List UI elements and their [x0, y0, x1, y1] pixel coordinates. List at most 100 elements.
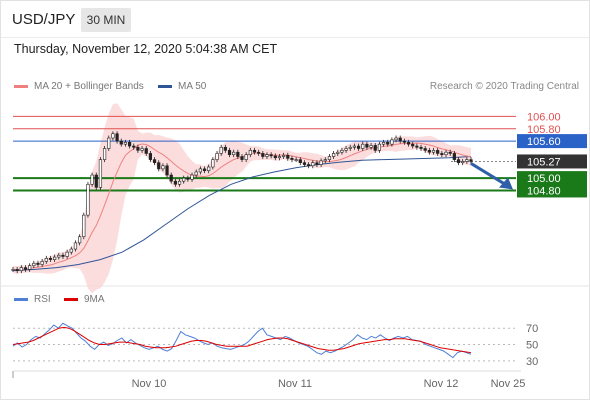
price-candle: [394, 135, 398, 143]
price-candle-body: [327, 156, 332, 160]
level-label-105.60: 105.60: [527, 136, 561, 148]
price-candle: [373, 142, 377, 153]
legend-ma20: MA 20 + Bollinger Bands: [14, 81, 144, 92]
price-candle: [194, 169, 198, 178]
price-candle-body: [277, 156, 282, 159]
price-candle: [390, 137, 394, 147]
price-candle: [311, 160, 315, 169]
price-candle: [456, 157, 461, 166]
price-candle: [136, 144, 140, 153]
price-candle-body: [94, 174, 98, 188]
price-candle: [182, 175, 186, 184]
price-candle: [90, 172, 94, 187]
rsi-tick-30: 30: [526, 356, 538, 368]
price-candle: [386, 139, 390, 147]
price-candle: [11, 266, 15, 272]
price-candle: [244, 152, 248, 163]
price-candle-body: [78, 236, 82, 244]
price-candle: [157, 160, 161, 172]
price-candle: [132, 143, 136, 150]
price-candle-body: [40, 261, 44, 265]
price-candle-body: [369, 145, 373, 148]
price-candle-body: [298, 159, 302, 163]
price-candle: [78, 234, 82, 246]
price-candle-body: [19, 267, 23, 271]
price-candle: [402, 138, 406, 145]
level-tag-104.80: [517, 183, 587, 198]
price-candle: [61, 252, 65, 259]
price-candle-body: [123, 142, 128, 145]
price-candle-body: [169, 174, 173, 182]
price-candle-body: [215, 153, 219, 160]
legend-ma20-label: MA 20 + Bollinger Bands: [34, 81, 144, 92]
rsi-ma-swatch-icon: [64, 298, 78, 301]
price-candle: [232, 149, 236, 158]
price-candle-body: [86, 183, 90, 216]
price-candle-body: [211, 159, 215, 168]
level-tag-105.60: [517, 134, 587, 149]
price-candle-body: [28, 265, 32, 270]
price-candle: [23, 265, 28, 272]
price-candle: [286, 152, 290, 161]
price-candle: [352, 143, 357, 150]
level-label-104.80: 104.80: [527, 185, 561, 197]
price-candle: [69, 246, 73, 255]
price-candle-body: [273, 155, 277, 159]
price-candle: [327, 154, 332, 163]
forecast-arrow-line: [470, 162, 508, 187]
price-candle-body: [236, 151, 240, 157]
price-candle-body: [252, 150, 257, 153]
price-candle-body: [161, 165, 165, 170]
price-candle-body: [381, 142, 386, 145]
price-candle: [356, 143, 361, 151]
price-candle-body: [182, 177, 186, 182]
x-tick-nov-25: Nov 25: [491, 378, 526, 390]
price-candle: [282, 152, 286, 159]
price-candle-body: [290, 158, 294, 160]
price-candle-body: [202, 168, 207, 172]
timeframe-button[interactable]: 30 MIN: [81, 8, 131, 32]
price-candle: [65, 249, 69, 259]
price-candle: [423, 146, 427, 153]
price-candle-body: [386, 142, 390, 145]
price-candle-body: [261, 153, 265, 157]
price-candle: [257, 149, 261, 156]
bollinger-band: [13, 103, 471, 294]
price-candle-body: [269, 154, 273, 157]
price-candle-body: [119, 140, 123, 145]
price-candle: [348, 144, 352, 151]
price-candle: [148, 150, 153, 163]
level-label-105.00: 105.00: [527, 173, 561, 185]
price-candle-body: [115, 133, 119, 142]
price-candle-body: [448, 151, 452, 154]
chart-datetime: Thursday, November 12, 2020 5:04:38 AM C…: [14, 42, 278, 56]
price-candle-body: [136, 146, 140, 151]
x-tick-nov-11: Nov 11: [278, 378, 312, 390]
price-candle-body: [152, 159, 157, 163]
price-candle-body: [356, 145, 361, 149]
price-candle: [340, 147, 344, 155]
price-candle-body: [32, 262, 36, 267]
price-candle-body: [48, 258, 53, 260]
price-candle-body: [444, 151, 448, 155]
price-candle: [19, 265, 23, 274]
price-candle: [198, 166, 202, 175]
price-candle: [152, 157, 157, 166]
rsi-tick-70: 70: [526, 323, 538, 335]
price-candle: [190, 172, 194, 182]
price-candle: [173, 178, 177, 187]
price-candle-body: [315, 162, 319, 165]
price-candle-body: [132, 145, 136, 148]
price-candle: [294, 157, 298, 163]
price-candle: [32, 260, 36, 269]
price-candle: [177, 178, 182, 187]
price-candle-body: [311, 162, 315, 167]
price-candle-body: [423, 148, 427, 151]
price-candle-body: [173, 180, 177, 185]
legend-rsi-label: RSI: [34, 294, 51, 305]
price-candle-body: [294, 159, 298, 161]
symbol-label: USD/JPY: [12, 11, 76, 28]
price-candle-body: [177, 180, 182, 185]
price-candle-body: [53, 256, 57, 260]
price-candle: [111, 131, 115, 141]
